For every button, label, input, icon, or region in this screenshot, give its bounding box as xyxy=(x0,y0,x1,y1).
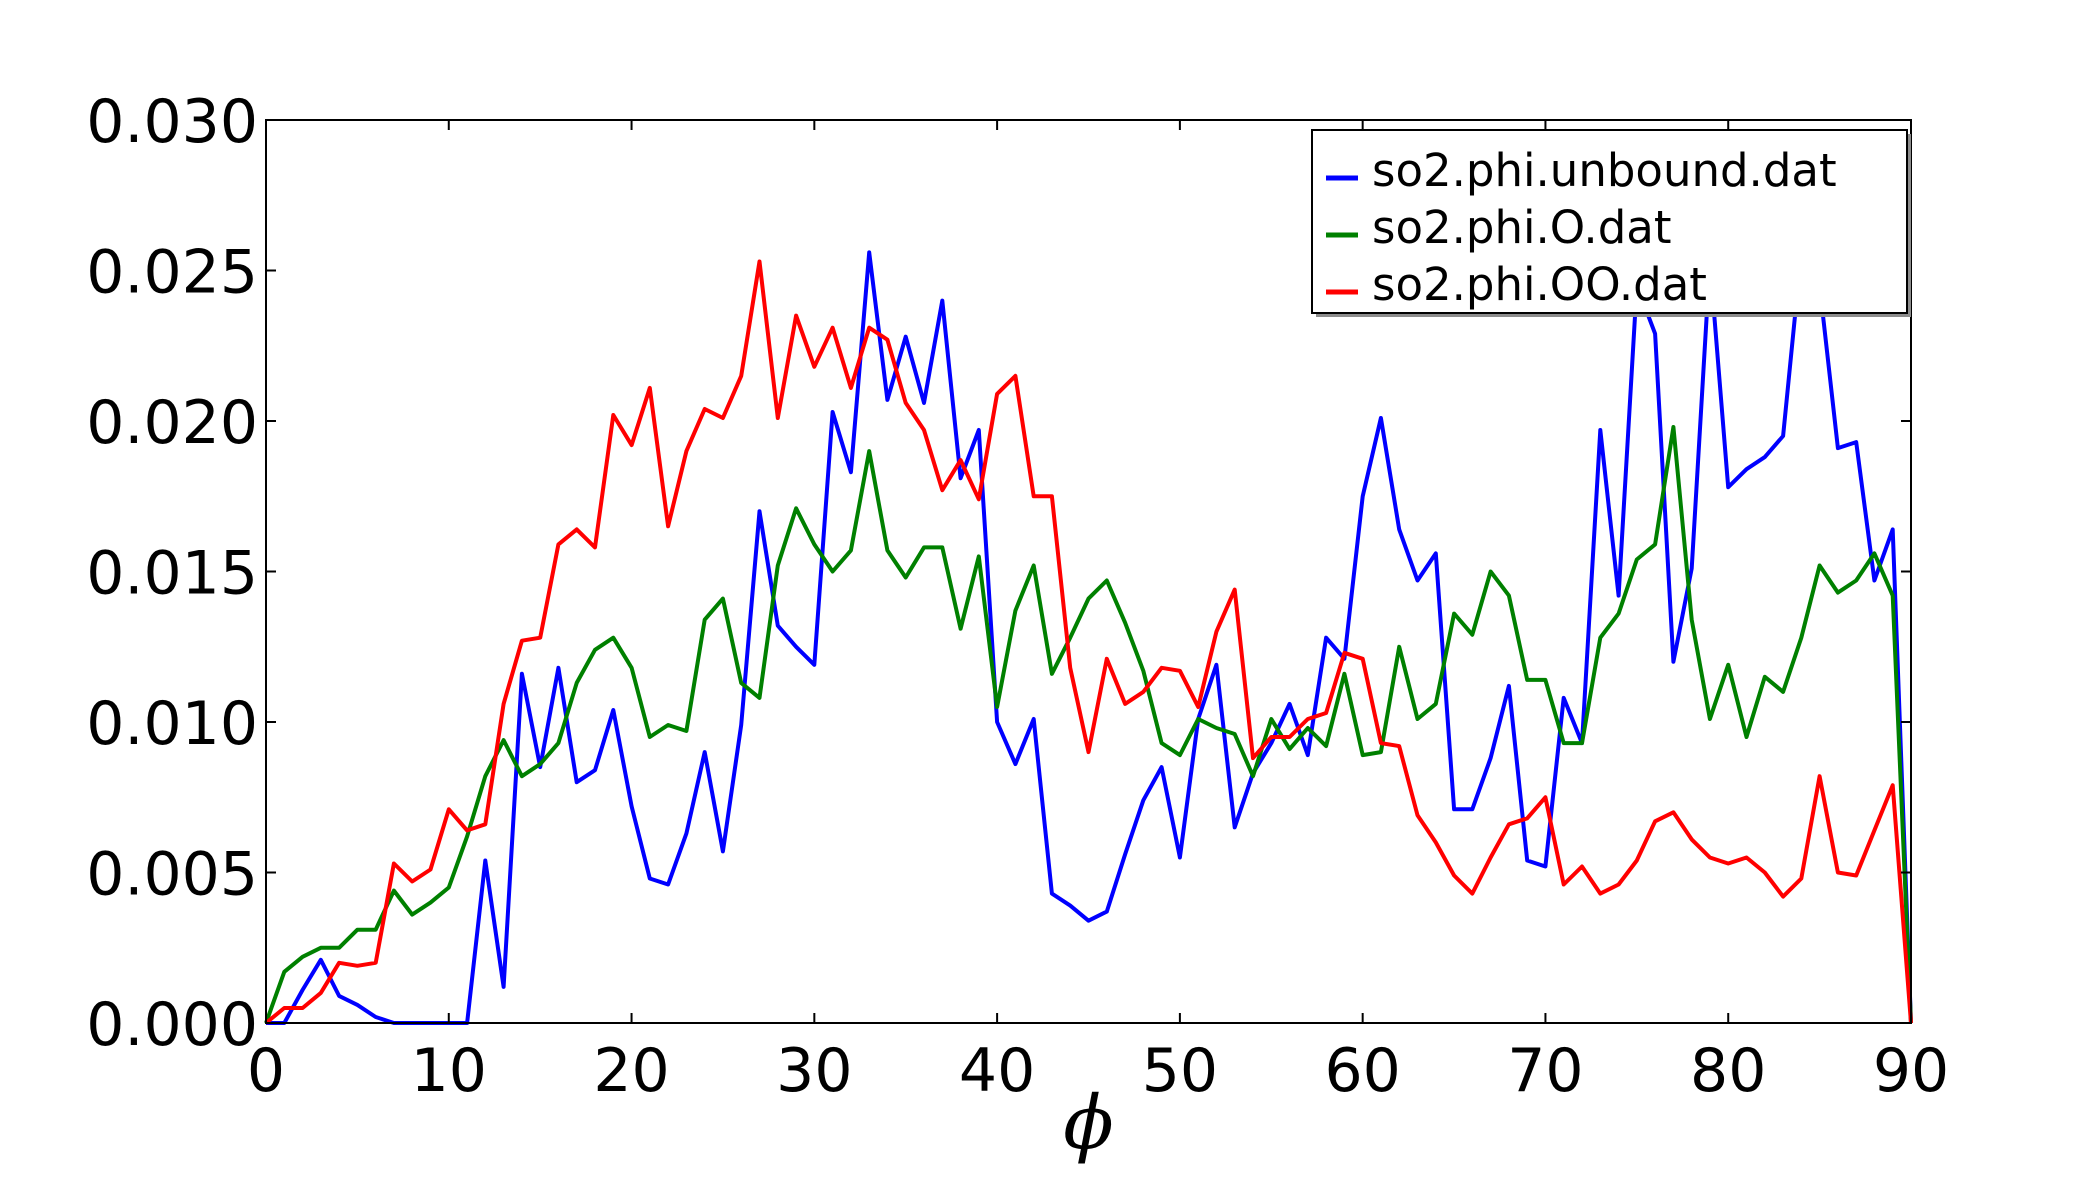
y-tick-label: 0.025 xyxy=(86,238,258,308)
legend-entry-label: so2.phi.OO.dat xyxy=(1372,258,1707,311)
legend-box xyxy=(1311,129,1908,314)
y-tick-label: 0.020 xyxy=(86,388,258,458)
series-line-3 xyxy=(264,259,1913,1025)
x-tick-label: 60 xyxy=(1324,1036,1400,1106)
x-tick-label: 30 xyxy=(776,1036,852,1106)
x-tick-label: 70 xyxy=(1507,1036,1583,1106)
legend-entry-label: so2.phi.O.dat xyxy=(1372,201,1672,254)
x-tick-label: 90 xyxy=(1873,1036,1949,1106)
legend: so2.phi.unbound.datso2.phi.O.datso2.phi.… xyxy=(1311,129,1911,317)
x-tick-label: 20 xyxy=(593,1036,669,1106)
y-tick-label: 0.000 xyxy=(86,990,258,1060)
series-line-2 xyxy=(264,425,1913,1024)
x-tick-label: 80 xyxy=(1690,1036,1766,1106)
ticks-layer: 0 10 20 30 40 50 60 70 80 90 0.000 0.005 0.010 0.015 0… xyxy=(86,87,1949,1106)
x-tick-label: 40 xyxy=(959,1036,1035,1106)
x-tick-label: 10 xyxy=(411,1036,487,1106)
y-tick-label: 0.010 xyxy=(86,689,258,759)
x-tick-label: 50 xyxy=(1142,1036,1218,1106)
legend-entry-label: so2.phi.unbound.dat xyxy=(1372,144,1837,197)
x-tick-label: 0 xyxy=(247,1036,285,1106)
y-tick-label: 0.030 xyxy=(86,87,258,157)
x-axis-label: ϕ xyxy=(1063,1080,1113,1166)
y-tick-label: 0.015 xyxy=(86,539,258,609)
y-tick-label: 0.005 xyxy=(86,840,258,910)
